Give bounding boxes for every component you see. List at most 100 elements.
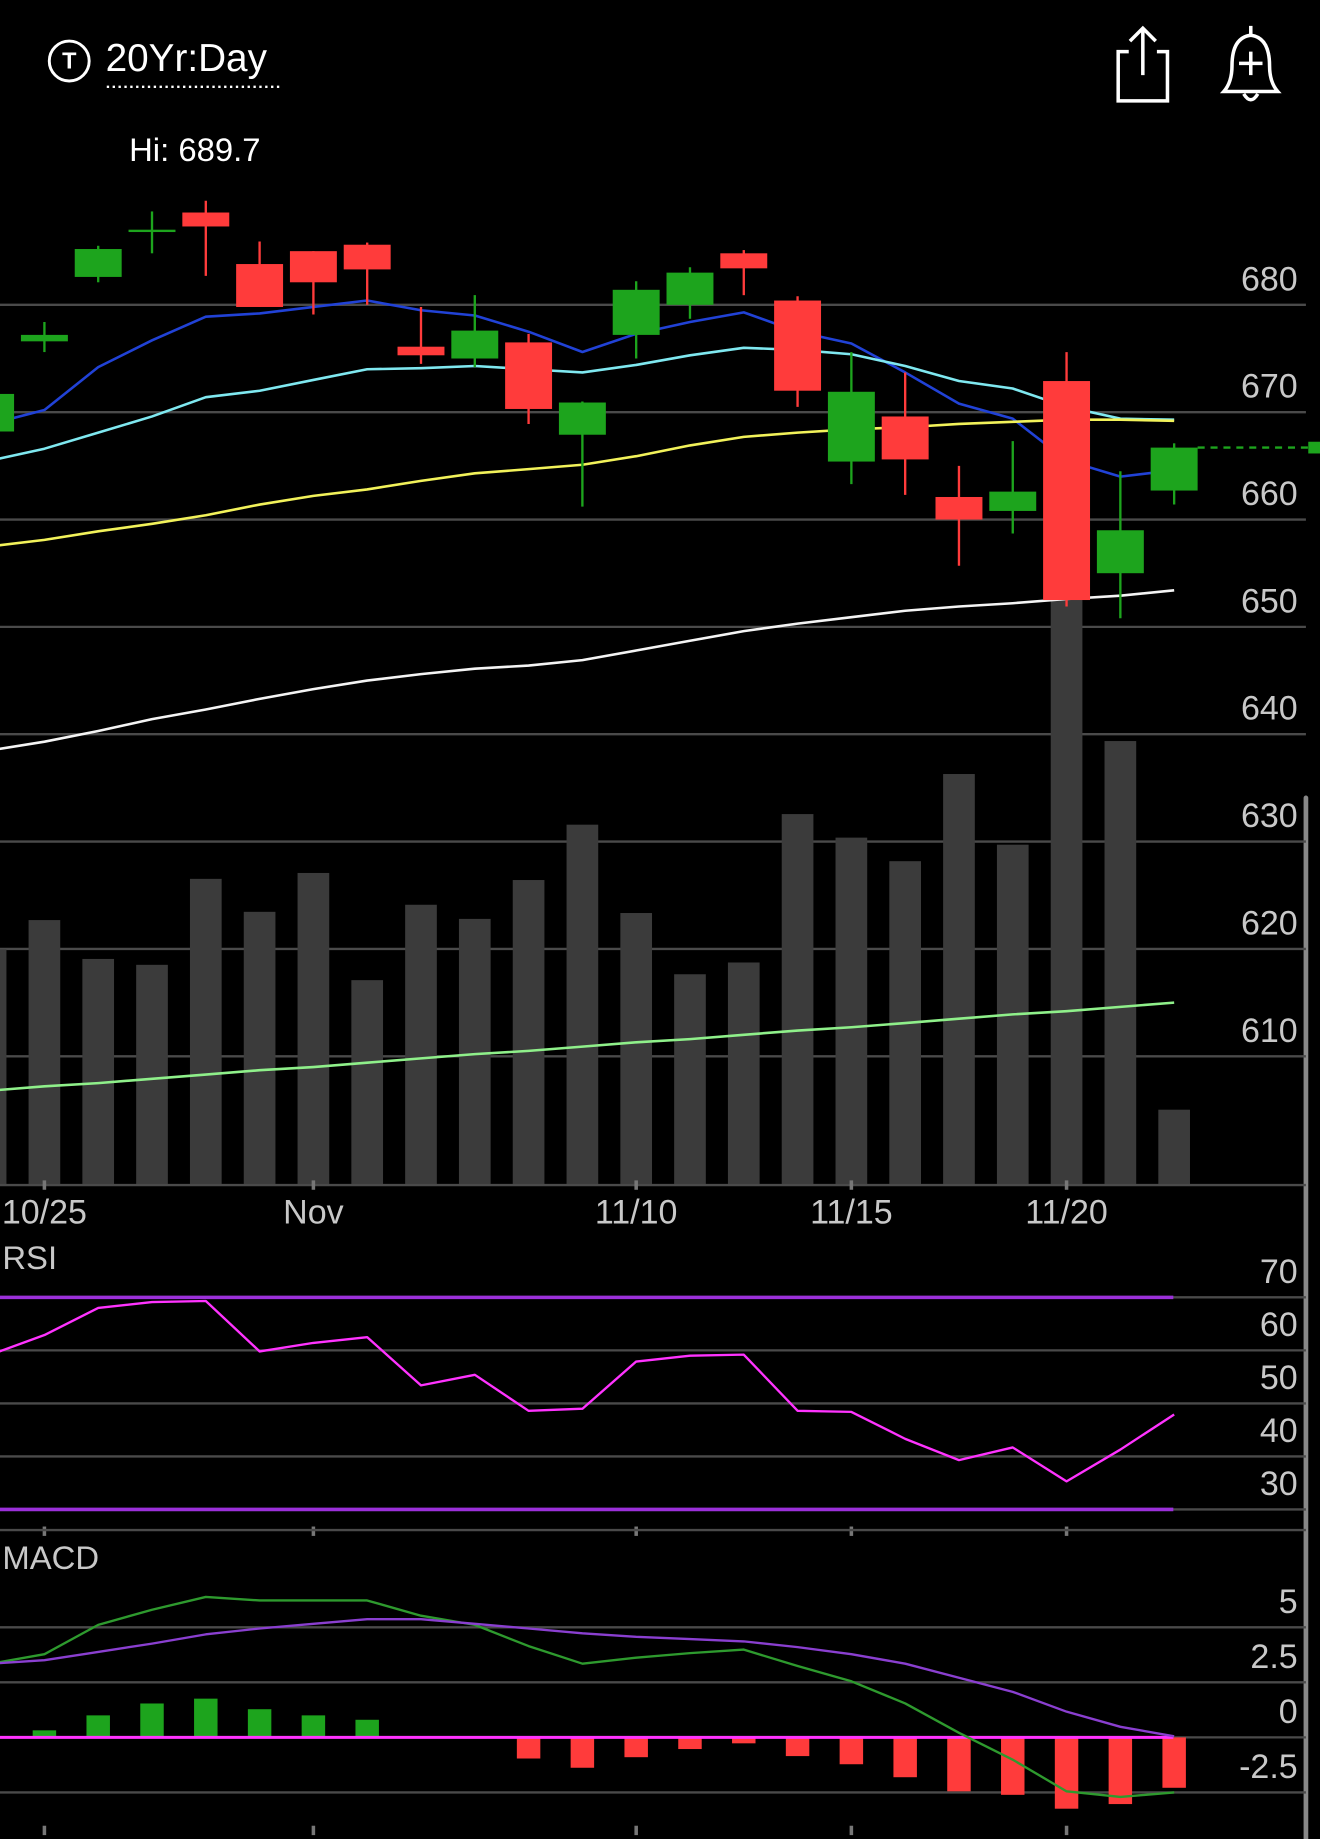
histogram-bar xyxy=(301,1715,326,1738)
histogram-bar xyxy=(516,1737,541,1759)
candle-body xyxy=(128,229,176,233)
y-tick-label: 650 xyxy=(1241,582,1298,620)
y-tick-label: 50 xyxy=(1260,1359,1298,1397)
volume-bar xyxy=(1158,1109,1190,1186)
volume-bar xyxy=(1050,569,1083,1186)
candle-body xyxy=(451,330,499,359)
timeframe-icon-letter: T xyxy=(62,47,77,73)
histogram-bar xyxy=(1108,1737,1133,1805)
macd-title: MACD xyxy=(2,1539,99,1576)
x-tick-label: 10/25 xyxy=(2,1193,87,1231)
candle-body xyxy=(236,264,284,307)
moving-average-line xyxy=(0,1001,1175,1092)
candle-body xyxy=(1150,447,1198,491)
candle-body xyxy=(558,402,606,435)
volume-bar xyxy=(458,918,491,1186)
last-price-marker xyxy=(1308,441,1320,454)
candle-body xyxy=(989,491,1037,511)
y-tick-label: 5 xyxy=(1279,1583,1298,1621)
y-tick-label: 640 xyxy=(1241,690,1298,728)
y-tick-label: 610 xyxy=(1241,1012,1298,1050)
histogram-bar xyxy=(247,1709,272,1738)
timeframe-title[interactable]: 20Yr:Day xyxy=(106,37,268,80)
candle-body xyxy=(666,272,714,305)
rsi-title: RSI xyxy=(2,1239,57,1276)
volume-bar xyxy=(781,814,814,1186)
candle-body xyxy=(505,342,553,409)
histogram-bar xyxy=(624,1737,648,1758)
y-tick-label: 30 xyxy=(1260,1465,1298,1503)
histogram-bar xyxy=(570,1737,595,1768)
volume-bar xyxy=(620,913,653,1186)
y-tick-label: 0 xyxy=(1279,1693,1298,1731)
y-tick-label: 670 xyxy=(1241,368,1298,406)
y-tick-label: 60 xyxy=(1260,1306,1298,1344)
histogram-bar xyxy=(1001,1737,1025,1795)
x-tick-label: Nov xyxy=(283,1193,344,1231)
x-tick-label: 11/20 xyxy=(1025,1193,1108,1231)
x-tick-label: 11/15 xyxy=(810,1193,893,1231)
histogram-bar xyxy=(1054,1737,1079,1809)
volume-bar xyxy=(243,911,276,1186)
volume-bar xyxy=(297,872,330,1186)
volume-bar xyxy=(189,878,222,1186)
volume-bar xyxy=(512,880,545,1186)
volume-bar xyxy=(82,958,115,1186)
header: T 20Yr:Day xyxy=(47,25,1282,103)
histogram-bar xyxy=(732,1737,756,1744)
histogram-bar xyxy=(947,1737,971,1792)
moving-average-line xyxy=(0,589,1175,751)
macd-line xyxy=(0,1595,1175,1799)
high-label: Hi: 689.7 xyxy=(129,131,260,168)
y-tick-label: 630 xyxy=(1241,797,1298,835)
rsi-line xyxy=(0,1299,1175,1483)
y-tick-label: 40 xyxy=(1260,1412,1298,1450)
histogram-bar xyxy=(194,1698,218,1738)
candle-body xyxy=(182,212,230,227)
y-tick-label: 660 xyxy=(1241,475,1298,513)
x-tick-label: 11/10 xyxy=(595,1193,678,1231)
volume-bar xyxy=(727,962,760,1186)
y-tick-label: 680 xyxy=(1241,260,1298,298)
histogram-bar xyxy=(355,1719,379,1738)
candle-body xyxy=(935,496,983,520)
volume-bar xyxy=(351,980,384,1186)
histogram-bar xyxy=(1162,1737,1186,1788)
histogram-bar xyxy=(32,1730,57,1738)
volume-bar xyxy=(566,824,599,1186)
histogram-bar xyxy=(839,1737,864,1765)
candle-body xyxy=(1043,381,1091,601)
alert-button[interactable] xyxy=(1219,25,1282,102)
y-tick-label: 620 xyxy=(1241,904,1298,942)
volume-bar xyxy=(405,904,437,1186)
candle-body xyxy=(343,244,391,270)
candle-body xyxy=(20,334,68,342)
volume-bar xyxy=(1104,741,1137,1186)
y-tick-label: 2.5 xyxy=(1250,1638,1297,1676)
moving-average-line xyxy=(0,299,1175,478)
moving-average-line xyxy=(0,346,1175,460)
histogram-bar xyxy=(893,1737,917,1778)
candle-body xyxy=(397,346,445,356)
candle-body xyxy=(827,391,875,462)
histogram-bar xyxy=(678,1737,702,1750)
y-tick-label: 70 xyxy=(1260,1253,1298,1291)
share-button[interactable] xyxy=(1116,25,1170,103)
histogram-bar xyxy=(140,1703,164,1738)
volume-bar xyxy=(674,974,706,1186)
timeframe-icon[interactable] xyxy=(47,39,91,83)
candle-body xyxy=(881,416,929,460)
candle-body xyxy=(1096,530,1144,574)
volume-bar xyxy=(28,920,61,1186)
candle-body xyxy=(612,289,660,335)
histogram-bar xyxy=(86,1715,110,1738)
volume-bar xyxy=(0,949,7,1186)
candle-body xyxy=(289,251,337,283)
candle-body xyxy=(74,249,122,277)
histogram-bar xyxy=(785,1737,810,1757)
candle-body xyxy=(720,253,768,269)
volume-bar xyxy=(136,964,168,1186)
candle-body xyxy=(0,393,15,432)
